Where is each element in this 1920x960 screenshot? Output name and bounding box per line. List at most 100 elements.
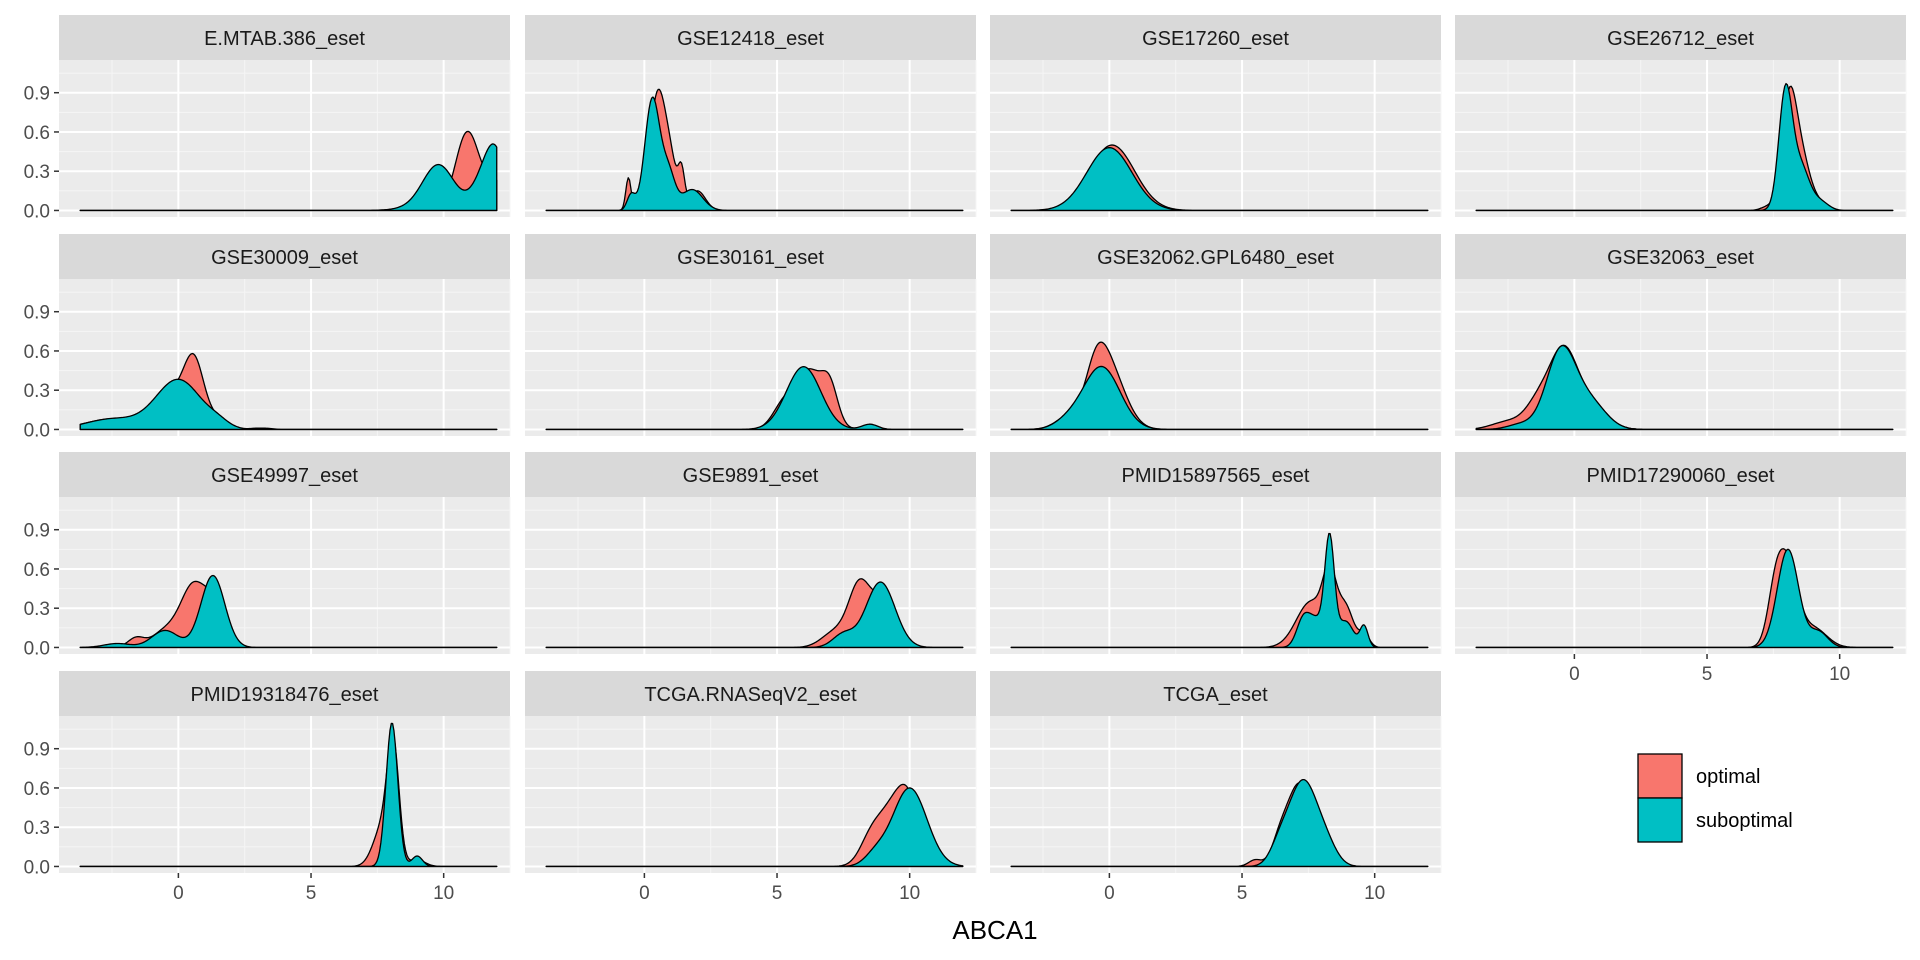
density-suboptimal <box>1475 548 1894 649</box>
facet-panel: TCGA_eset <box>990 671 1442 873</box>
x-tick-label: 10 <box>1364 883 1385 904</box>
facet-strip <box>59 234 510 279</box>
y-tick-label: 0.9 <box>24 84 50 105</box>
y-tick-label: 0.3 <box>24 599 50 620</box>
facet-strip-label: GSE32062.GPL6480_eset <box>1097 247 1334 269</box>
facet-panel: E.MTAB.386_eset <box>59 15 511 217</box>
panel-background <box>525 497 976 654</box>
panel-background <box>990 279 1441 436</box>
panel-background <box>990 60 1441 217</box>
panel-background <box>990 497 1441 654</box>
density-suboptimal <box>79 378 498 431</box>
y-tick-label: 0.9 <box>24 740 50 761</box>
x-tick-label: 10 <box>433 883 454 904</box>
panel-background <box>990 716 1441 873</box>
facet-strip-label: GSE17260_eset <box>1142 28 1289 50</box>
facet-panel: GSE30009_eset <box>59 234 511 436</box>
density-suboptimal <box>79 143 498 212</box>
y-tick-label: 0.0 <box>24 420 50 441</box>
x-tick-label: 0 <box>1104 883 1115 904</box>
density-suboptimal <box>1010 147 1429 212</box>
x-tick-label: 5 <box>1702 664 1713 685</box>
x-tick-label: 0 <box>639 883 650 904</box>
x-tick-label: 0 <box>1569 664 1580 685</box>
panel-background <box>59 279 510 436</box>
facet-panel: TCGA.RNASeqV2_eset <box>525 671 977 873</box>
x-tick-label: 5 <box>772 883 783 904</box>
y-tick-label: 0.0 <box>24 857 50 878</box>
panel-background <box>525 60 976 217</box>
y-tick-label: 0.9 <box>24 303 50 324</box>
axes: 0.0 0.3 0.6 0.9 0.0 0.3 0.6 0.9 0.0 0.3 0.6 0.9 0 5 10… <box>24 84 1851 904</box>
density-suboptimal <box>1010 365 1429 431</box>
x-axis-title: ABCA1 <box>952 915 1037 945</box>
panel-background <box>59 497 510 654</box>
legend-item-suboptimal: suboptimal <box>1637 797 1793 843</box>
x-tick-label: 10 <box>1829 664 1850 685</box>
facet-strip-label: PMID19318476_eset <box>191 684 379 706</box>
y-tick-label: 0.6 <box>24 342 50 363</box>
facet-panel: GSE17260_eset <box>990 15 1442 217</box>
facet-strip-label: GSE30009_eset <box>211 247 358 269</box>
facet-panel: PMID17290060_eset <box>1455 452 1907 654</box>
facet-strip <box>990 452 1441 497</box>
panel-background <box>59 716 510 873</box>
facet-strip <box>59 452 510 497</box>
y-tick-label: 0.0 <box>24 638 50 659</box>
facet-strip-label: GSE32063_eset <box>1607 247 1754 269</box>
facet-panel: GSE30161_eset <box>525 234 977 436</box>
grid <box>1455 60 1907 217</box>
facet-strip <box>990 234 1441 279</box>
y-tick-label: 0.9 <box>24 521 50 542</box>
x-tick-label: 5 <box>306 883 317 904</box>
density-suboptimal <box>1475 82 1894 212</box>
y-tick-label: 0.6 <box>24 779 50 800</box>
facet-strip <box>59 671 510 716</box>
density-suboptimal <box>545 366 964 431</box>
y-tick-label: 0.0 <box>24 201 50 222</box>
facet-strip <box>525 452 976 497</box>
facet-strip <box>1455 234 1906 279</box>
facet-strip-label: GSE30161_eset <box>677 247 824 269</box>
y-tick-label: 0.3 <box>24 818 50 839</box>
y-tick-label: 0.3 <box>24 381 50 402</box>
legend-label: optimal <box>1696 766 1760 788</box>
legend-item-optimal: optimal <box>1637 753 1760 799</box>
facet-panel: GSE32063_eset <box>1455 234 1907 436</box>
facet-panel: PMID19318476_eset <box>59 671 511 873</box>
legend-label: suboptimal <box>1696 810 1793 832</box>
y-tick-label: 0.6 <box>24 560 50 581</box>
facet-strip <box>990 671 1441 716</box>
density-suboptimal <box>545 787 964 868</box>
density-suboptimal <box>79 722 498 868</box>
density-suboptimal <box>79 574 498 649</box>
facet-panel: GSE26712_eset <box>1455 15 1907 217</box>
facet-panel: GSE32062.GPL6480_eset <box>990 234 1442 436</box>
facet-strip <box>59 15 510 60</box>
x-tick-label: 0 <box>173 883 184 904</box>
facet-strip <box>990 15 1441 60</box>
density-suboptimal <box>545 581 964 649</box>
density-suboptimal <box>1475 344 1894 431</box>
facet-strip-label: GSE26712_eset <box>1607 28 1754 50</box>
y-tick-label: 0.3 <box>24 162 50 183</box>
facet-strip-label: GSE12418_eset <box>677 28 824 50</box>
grid <box>990 716 1442 873</box>
facet-panel: GSE49997_eset <box>59 452 511 654</box>
facet-strip-label: TCGA_eset <box>1163 684 1268 706</box>
density-suboptimal <box>545 96 964 212</box>
facet-panel: PMID15897565_eset <box>990 452 1442 654</box>
legend-key <box>1637 797 1683 843</box>
legend: optimal suboptimal <box>1637 753 1793 843</box>
facet-strip <box>1455 15 1906 60</box>
panel-background <box>1455 497 1906 654</box>
facet-strip-label: TCGA.RNASeqV2_eset <box>644 684 857 706</box>
panel-background <box>525 279 976 436</box>
facet-panel: GSE12418_eset <box>525 15 977 217</box>
facet-strip-label: GSE9891_eset <box>683 465 819 487</box>
facet-strip-label: GSE49997_eset <box>211 465 358 487</box>
y-tick-label: 0.6 <box>24 123 50 144</box>
grid <box>59 279 511 436</box>
facet-strip-label: E.MTAB.386_eset <box>204 28 365 50</box>
